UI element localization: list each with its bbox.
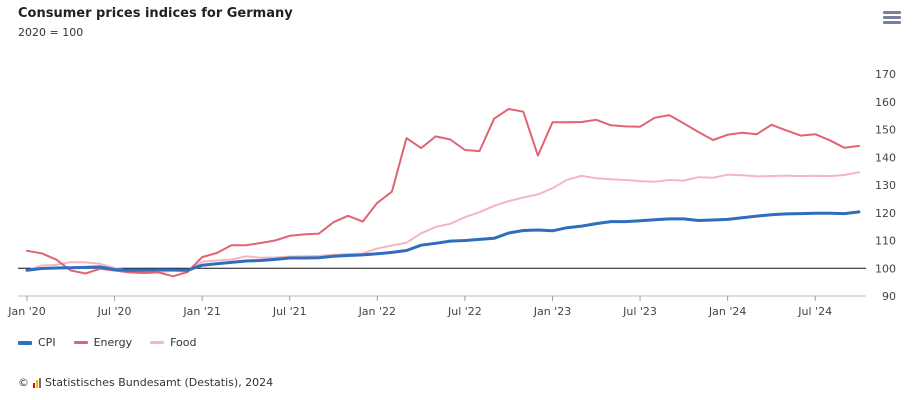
x-tick-label: Jan '20 [7, 305, 45, 318]
copyright-symbol: © [18, 376, 29, 389]
legend-item-energy[interactable]: Energy [73, 336, 133, 349]
y-tick-label: 130 [875, 179, 896, 192]
x-tick-label: Jul '23 [622, 305, 657, 318]
y-tick-label: 90 [882, 290, 896, 303]
legend-label-energy: Energy [93, 336, 133, 349]
y-tick-label: 120 [875, 207, 896, 220]
y-tick-label: 100 [875, 262, 896, 275]
x-tick-label: Jan '23 [533, 305, 571, 318]
credit-line: © Statistisches Bundesamt (Destatis), 20… [18, 376, 273, 389]
x-tick-label: Jul '21 [272, 305, 307, 318]
destatis-logo-icon [33, 377, 41, 388]
x-tick-label: Jul '20 [97, 305, 132, 318]
credit-text[interactable]: Statistisches Bundesamt (Destatis), 2024 [45, 376, 274, 389]
x-tick-label: Jul '22 [447, 305, 482, 318]
chart-subtitle: 2020 = 100 [18, 26, 84, 39]
chart-title: Consumer prices indices for Germany [18, 6, 293, 21]
legend: CPI Energy Food [18, 336, 196, 349]
series-line-cpi [25, 210, 861, 272]
y-tick-label: 110 [875, 235, 896, 248]
legend-swatch-food [150, 341, 165, 344]
legend-label-food: Food [170, 336, 197, 349]
series-line-food [26, 171, 860, 274]
x-tick-label: Jan '22 [358, 305, 396, 318]
hamburger-menu-icon[interactable] [883, 10, 901, 26]
x-tick-label: Jul '24 [797, 305, 832, 318]
x-tick-label: Jan '24 [708, 305, 746, 318]
y-tick-label: 160 [875, 96, 896, 109]
legend-item-food[interactable]: Food [150, 336, 196, 349]
y-tick-label: 170 [875, 68, 896, 81]
legend-item-cpi[interactable]: CPI [18, 336, 56, 349]
series-line-energy [26, 108, 860, 278]
legend-swatch-cpi [18, 340, 32, 345]
x-tick-label: Jan '21 [182, 305, 220, 318]
y-tick-label: 140 [875, 151, 896, 164]
y-tick-label: 150 [875, 124, 896, 137]
legend-swatch-energy [73, 341, 88, 344]
legend-label-cpi: CPI [38, 336, 56, 349]
